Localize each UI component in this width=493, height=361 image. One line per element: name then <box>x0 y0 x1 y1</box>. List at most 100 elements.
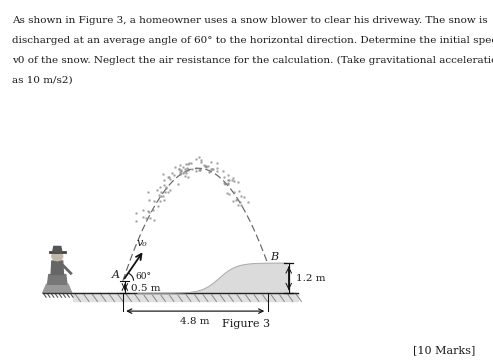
Point <box>204 163 212 169</box>
Point <box>220 174 228 180</box>
Point <box>201 163 209 169</box>
Point <box>195 167 203 173</box>
Point <box>180 166 188 172</box>
Point <box>219 168 227 174</box>
Point <box>174 181 182 187</box>
Point <box>160 197 168 203</box>
Point <box>234 179 242 185</box>
Point <box>146 216 154 221</box>
Point <box>185 160 193 166</box>
Point <box>159 171 167 177</box>
Point <box>224 178 232 183</box>
Point <box>192 168 200 174</box>
Point <box>139 214 147 220</box>
Point <box>164 174 172 180</box>
Point <box>182 170 190 175</box>
Polygon shape <box>53 247 62 252</box>
Point <box>200 162 208 168</box>
Point <box>193 165 201 171</box>
Point <box>228 177 236 183</box>
Point <box>202 164 210 169</box>
Point <box>182 161 190 166</box>
Point <box>225 178 233 183</box>
Point <box>176 169 184 175</box>
Point <box>171 173 178 178</box>
Polygon shape <box>51 261 64 275</box>
Point <box>209 166 216 172</box>
Point <box>144 208 152 214</box>
Point <box>162 185 170 191</box>
Point <box>150 217 158 222</box>
Point <box>208 166 216 172</box>
Point <box>164 189 172 195</box>
Polygon shape <box>72 293 298 301</box>
Point <box>180 173 188 179</box>
Point <box>184 167 192 173</box>
Point <box>154 203 162 209</box>
Point <box>157 190 165 195</box>
Text: discharged at an average angle of 60° to the horizontal direction. Determine the: discharged at an average angle of 60° to… <box>12 36 493 45</box>
Point <box>202 164 210 169</box>
Point <box>179 164 187 170</box>
Text: 4.8 m: 4.8 m <box>180 317 210 326</box>
Point <box>230 178 238 184</box>
Point <box>161 189 169 195</box>
Point <box>145 197 153 203</box>
Point <box>221 181 229 187</box>
Point <box>229 198 237 204</box>
Point <box>233 196 241 202</box>
Point <box>197 157 205 163</box>
Point <box>195 154 203 160</box>
Text: 0.5 m: 0.5 m <box>131 284 160 293</box>
Point <box>184 174 192 179</box>
Text: 1.2 m: 1.2 m <box>296 274 325 283</box>
Point <box>240 194 248 200</box>
Text: as 10 m/s2): as 10 m/s2) <box>12 76 73 85</box>
Point <box>132 210 140 216</box>
Point <box>176 162 184 168</box>
Point <box>236 199 244 205</box>
Text: [10 Marks]: [10 Marks] <box>413 345 476 355</box>
Text: v0 of the snow. Neglect the air resistance for the calculation. (Take gravitatio: v0 of the snow. Neglect the air resistan… <box>12 56 493 65</box>
Point <box>196 167 204 173</box>
Point <box>183 162 191 168</box>
Point <box>183 165 191 171</box>
Point <box>166 187 174 193</box>
Point <box>162 184 170 190</box>
Text: A: A <box>112 270 120 280</box>
Point <box>188 166 196 171</box>
Point <box>237 193 245 199</box>
Point <box>160 183 168 188</box>
Point <box>187 160 195 166</box>
Polygon shape <box>42 284 72 293</box>
Point <box>192 156 200 162</box>
Polygon shape <box>48 275 67 284</box>
Point <box>206 169 213 175</box>
Point <box>224 172 232 178</box>
Point <box>244 199 252 205</box>
Point <box>179 170 187 176</box>
Point <box>237 202 245 208</box>
Point <box>140 206 147 212</box>
Text: v₀: v₀ <box>137 238 147 248</box>
Point <box>160 178 168 183</box>
Point <box>206 168 214 174</box>
Text: B: B <box>271 252 279 262</box>
Point <box>235 188 243 194</box>
Text: Figure 3: Figure 3 <box>222 319 271 330</box>
Point <box>175 166 183 172</box>
Point <box>144 189 152 195</box>
Text: 60°: 60° <box>135 272 151 281</box>
Point <box>197 166 205 172</box>
Point <box>232 197 240 203</box>
Point <box>212 160 220 165</box>
Circle shape <box>52 252 63 261</box>
Point <box>157 193 165 199</box>
Point <box>198 160 206 165</box>
Point <box>165 174 173 180</box>
Point <box>176 166 183 172</box>
Point <box>184 166 192 171</box>
Point <box>160 193 168 199</box>
Point <box>220 180 228 186</box>
Point <box>229 175 237 181</box>
